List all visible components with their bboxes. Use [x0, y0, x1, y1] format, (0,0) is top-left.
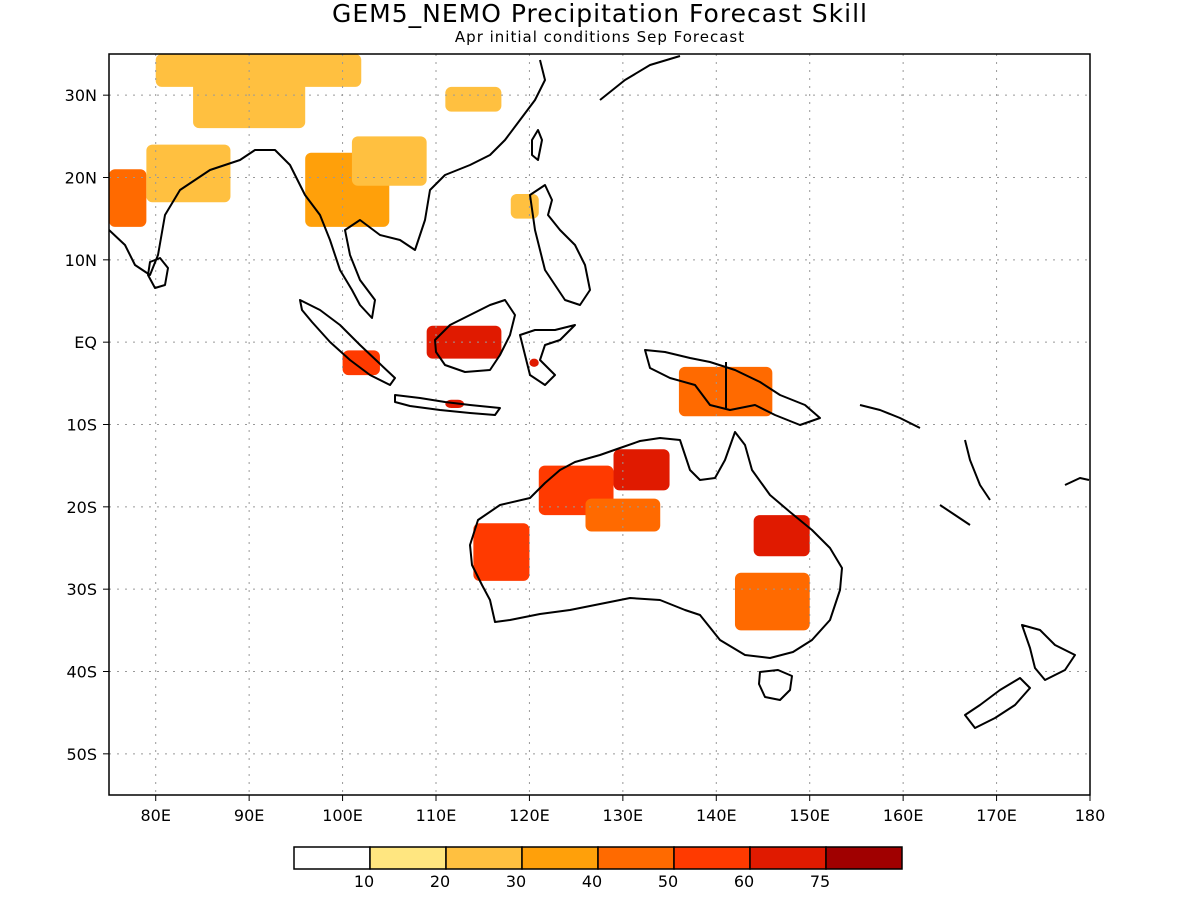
colorbar-label: 75 [810, 872, 830, 891]
java-coastline [394, 394, 501, 416]
skill-region [155, 54, 362, 87]
colorbar-swatch [597, 846, 675, 870]
colorbar-swatch [293, 846, 371, 870]
skill-region [510, 193, 539, 219]
lat-tick-label: 50S [66, 745, 97, 764]
new-zealand-north-coastline [1021, 624, 1076, 681]
colorbar-swatch [825, 846, 903, 870]
skill-region [734, 572, 810, 631]
skill-region [473, 523, 530, 581]
borneo-coastline [434, 299, 516, 373]
longitude-axis: 80E 90E 100E 110E 120E 130E 140E 150E 160E 170E 18… [140, 795, 1105, 825]
sri-lanka-coastline [147, 257, 169, 289]
colorbar-swatch [749, 846, 827, 870]
vanuatu-coastline [964, 439, 991, 501]
colorbar-swatch [369, 846, 447, 870]
lat-tick-label: 10N [65, 251, 97, 270]
fiji-coastline [1064, 477, 1090, 486]
skill-region [342, 350, 380, 376]
graticule-grid [109, 54, 1090, 795]
colorbar-label: 30 [506, 872, 526, 891]
lon-tick-label: 140E [696, 806, 737, 825]
lon-tick-label: 120E [509, 806, 550, 825]
coastlines [109, 55, 1090, 729]
colorbar: 10 20 30 40 50 60 75 [293, 846, 903, 891]
skill-shading-layer [109, 54, 810, 631]
lon-tick-label: 100E [322, 806, 363, 825]
new-guinea-coastline [644, 349, 821, 426]
lon-tick-label: 170E [976, 806, 1017, 825]
philippines-coastline [529, 184, 591, 306]
lon-tick-label: 130E [603, 806, 644, 825]
mainland-asia-coastline [109, 59, 546, 319]
latitude-axis: 30N 20N 10N EQ 10S 20S 30S 40S 50S [65, 86, 109, 764]
colorbar-swatch [521, 846, 599, 870]
colorbar-label: 40 [582, 872, 602, 891]
sulawesi-coastline [519, 324, 576, 386]
lat-tick-label: 40S [66, 663, 97, 682]
lat-tick-label: 10S [66, 416, 97, 435]
skill-region [445, 86, 502, 112]
lon-tick-label: 90E [234, 806, 264, 825]
skill-region [109, 169, 147, 227]
colorbar-label: 50 [658, 872, 678, 891]
new-zealand-south-coastline [964, 677, 1031, 729]
lon-tick-label: 180 [1075, 806, 1106, 825]
map-subtitle: Apr initial conditions Sep Forecast [454, 28, 746, 46]
solomon-islands-coastline [859, 404, 921, 429]
lon-tick-label: 150E [789, 806, 830, 825]
new-caledonia-coastline [939, 504, 971, 526]
skill-region [529, 358, 539, 367]
lon-tick-label: 80E [140, 806, 170, 825]
skill-region [146, 144, 231, 203]
skill-region [613, 449, 670, 491]
colorbar-label: 60 [734, 872, 754, 891]
lat-tick-label: 20S [66, 498, 97, 517]
lat-tick-label: 30N [65, 86, 97, 105]
colorbar-label: 10 [354, 872, 374, 891]
lat-tick-label: 20N [65, 169, 97, 188]
colorbar-swatch [445, 846, 523, 870]
sumatra-coastline [299, 299, 396, 386]
taiwan-coastline [531, 129, 543, 161]
skill-region [426, 325, 502, 359]
skill-region [753, 515, 810, 557]
skill-region [585, 498, 661, 532]
japan-coastline [599, 55, 681, 101]
lon-tick-label: 160E [883, 806, 924, 825]
skill-region [351, 136, 427, 186]
lat-tick-label: EQ [74, 333, 97, 352]
australia-coastline [469, 431, 843, 659]
lat-tick-label: 30S [66, 580, 97, 599]
colorbar-swatch [673, 846, 751, 870]
tasmania-coastline [758, 669, 793, 701]
map-title: GEM5_NEMO Precipitation Forecast Skill [332, 0, 868, 28]
colorbar-label: 20 [430, 872, 450, 891]
lon-tick-label: 110E [416, 806, 457, 825]
